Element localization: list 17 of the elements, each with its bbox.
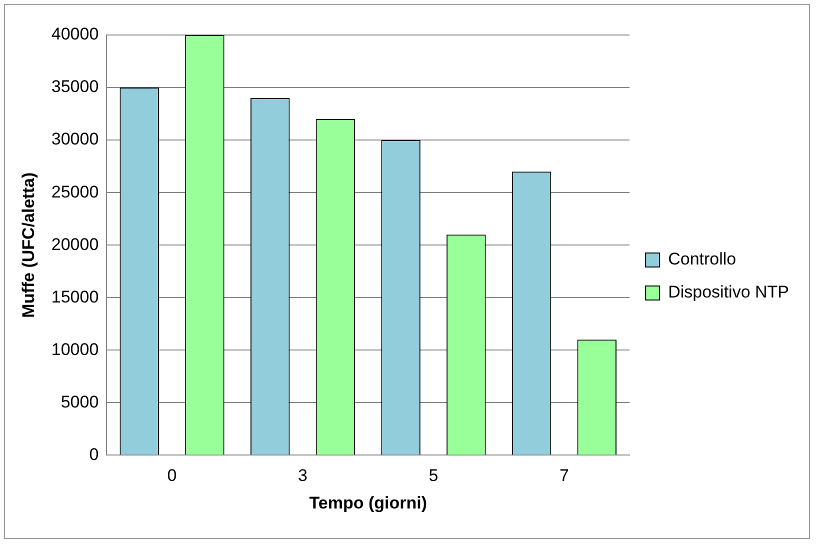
y-tick-label: 10000 [51,340,99,359]
y-tick-label: 0 [89,444,99,464]
y-tick-label: 30000 [51,130,99,149]
y-tick-label: 35000 [51,77,99,96]
x-tick-label: 7 [559,466,569,486]
y-tick-label: 15000 [51,287,99,306]
legend-label: Controllo [668,250,736,269]
y-tick-label: 25000 [51,182,99,202]
x-tick-label: 5 [428,466,438,486]
x-axis-title: Tempo (giorni) [309,493,427,512]
legend-label: Dispositivo NTP [668,282,790,302]
x-tick-label: 0 [167,466,177,486]
x-tick-label: 3 [298,466,308,486]
y-axis-title: Muffe (UFC/aletta) [18,172,38,318]
y-tick-label: 40000 [51,24,99,44]
y-tick-label: 20000 [51,234,99,254]
y-tick-label: 5000 [60,392,99,412]
